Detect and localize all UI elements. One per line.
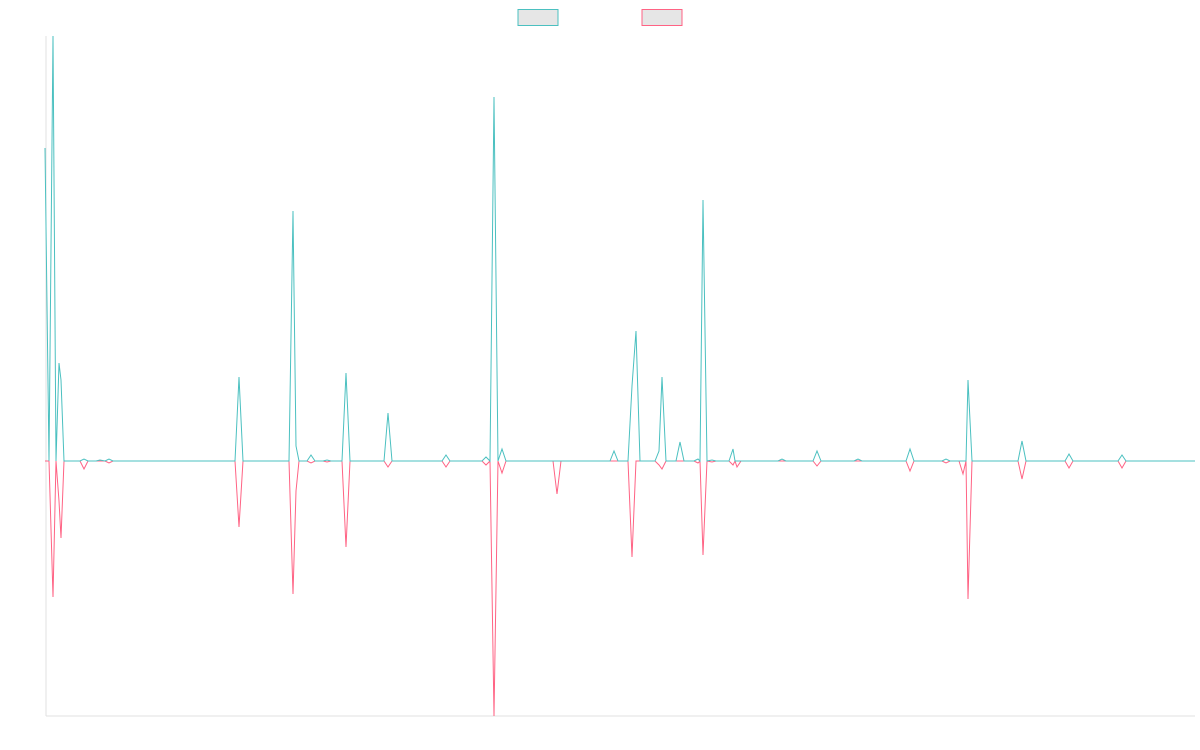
legend-swatch	[641, 9, 683, 26]
legend-swatch	[517, 9, 559, 26]
line-series	[44, 35, 1195, 463]
line-series	[45, 459, 1195, 717]
